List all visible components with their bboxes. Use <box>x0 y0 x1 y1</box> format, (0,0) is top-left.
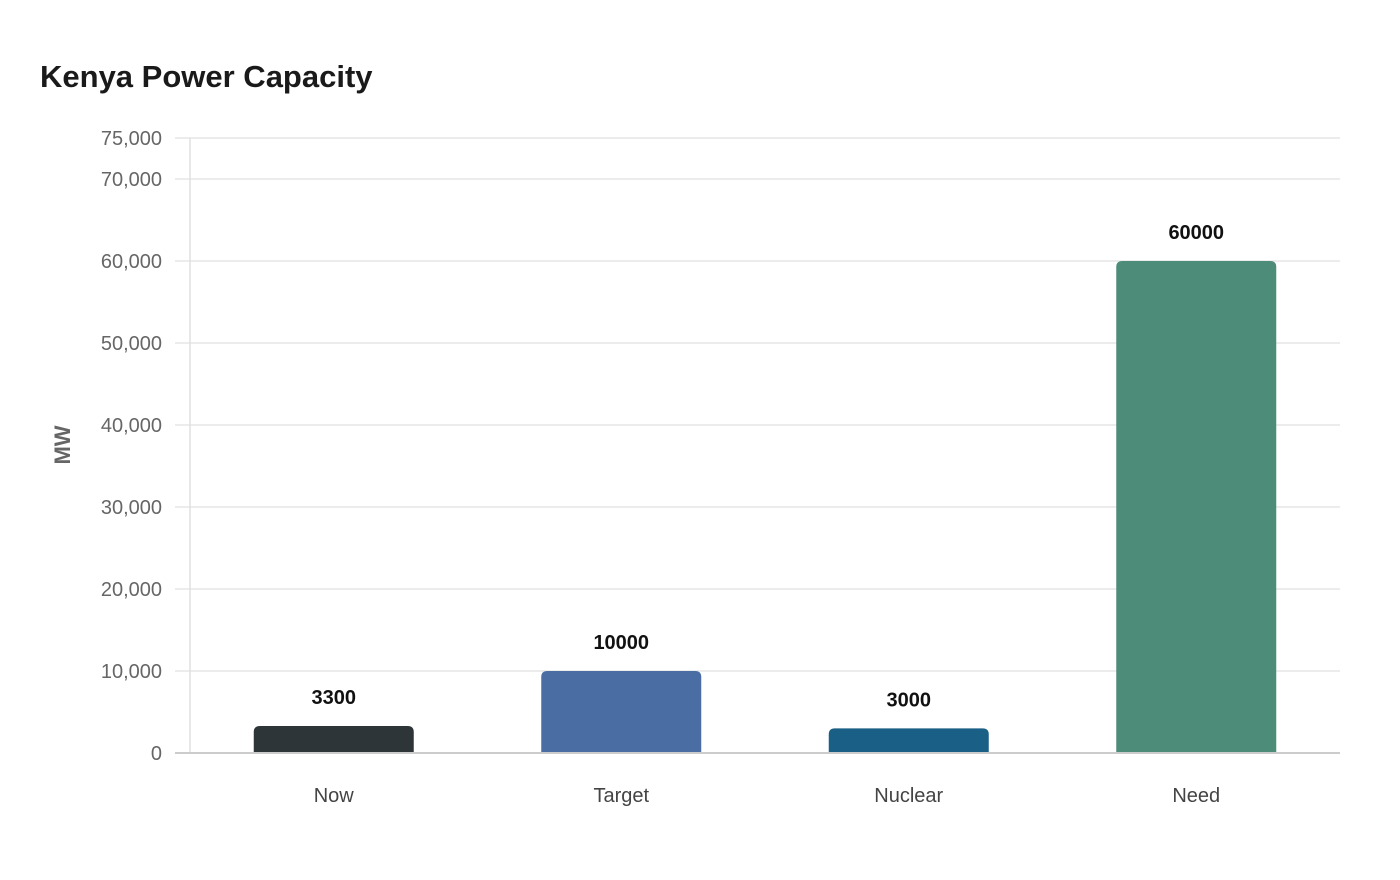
y-axis-title: MW <box>50 425 75 464</box>
gridlines <box>175 137 1340 672</box>
x-tick-label: Nuclear <box>874 785 943 807</box>
y-tick-label: 75,000 <box>101 128 162 150</box>
y-tick-label: 60,000 <box>101 251 162 273</box>
bar-need <box>1116 261 1277 753</box>
value-label: 3300 <box>312 687 357 709</box>
y-tick-label: 20,000 <box>101 579 162 601</box>
x-tick-label: Now <box>314 785 355 807</box>
chart-title: Kenya Power Capacity <box>40 59 373 94</box>
y-tick-label: 70,000 <box>101 169 162 191</box>
axes <box>175 138 1340 754</box>
y-tick-label: 10,000 <box>101 661 162 683</box>
y-tick-label: 50,000 <box>101 333 162 355</box>
y-tick-label: 30,000 <box>101 497 162 519</box>
value-label: 60000 <box>1168 222 1224 244</box>
y-tick-label: 40,000 <box>101 415 162 437</box>
value-label: 10000 <box>593 632 649 654</box>
value-label: 3000 <box>887 689 932 711</box>
x-tick-label: Target <box>593 785 649 807</box>
labels: 0 10,000 20,000 30,000 40,000 50,000 60,000 70,… <box>50 128 1224 807</box>
bars <box>253 261 1277 753</box>
x-tick-label: Need <box>1172 785 1220 807</box>
bar-target <box>541 671 702 753</box>
bar-nuclear <box>828 728 989 753</box>
y-tick-label: 0 <box>151 743 162 765</box>
bar-now <box>253 725 414 753</box>
